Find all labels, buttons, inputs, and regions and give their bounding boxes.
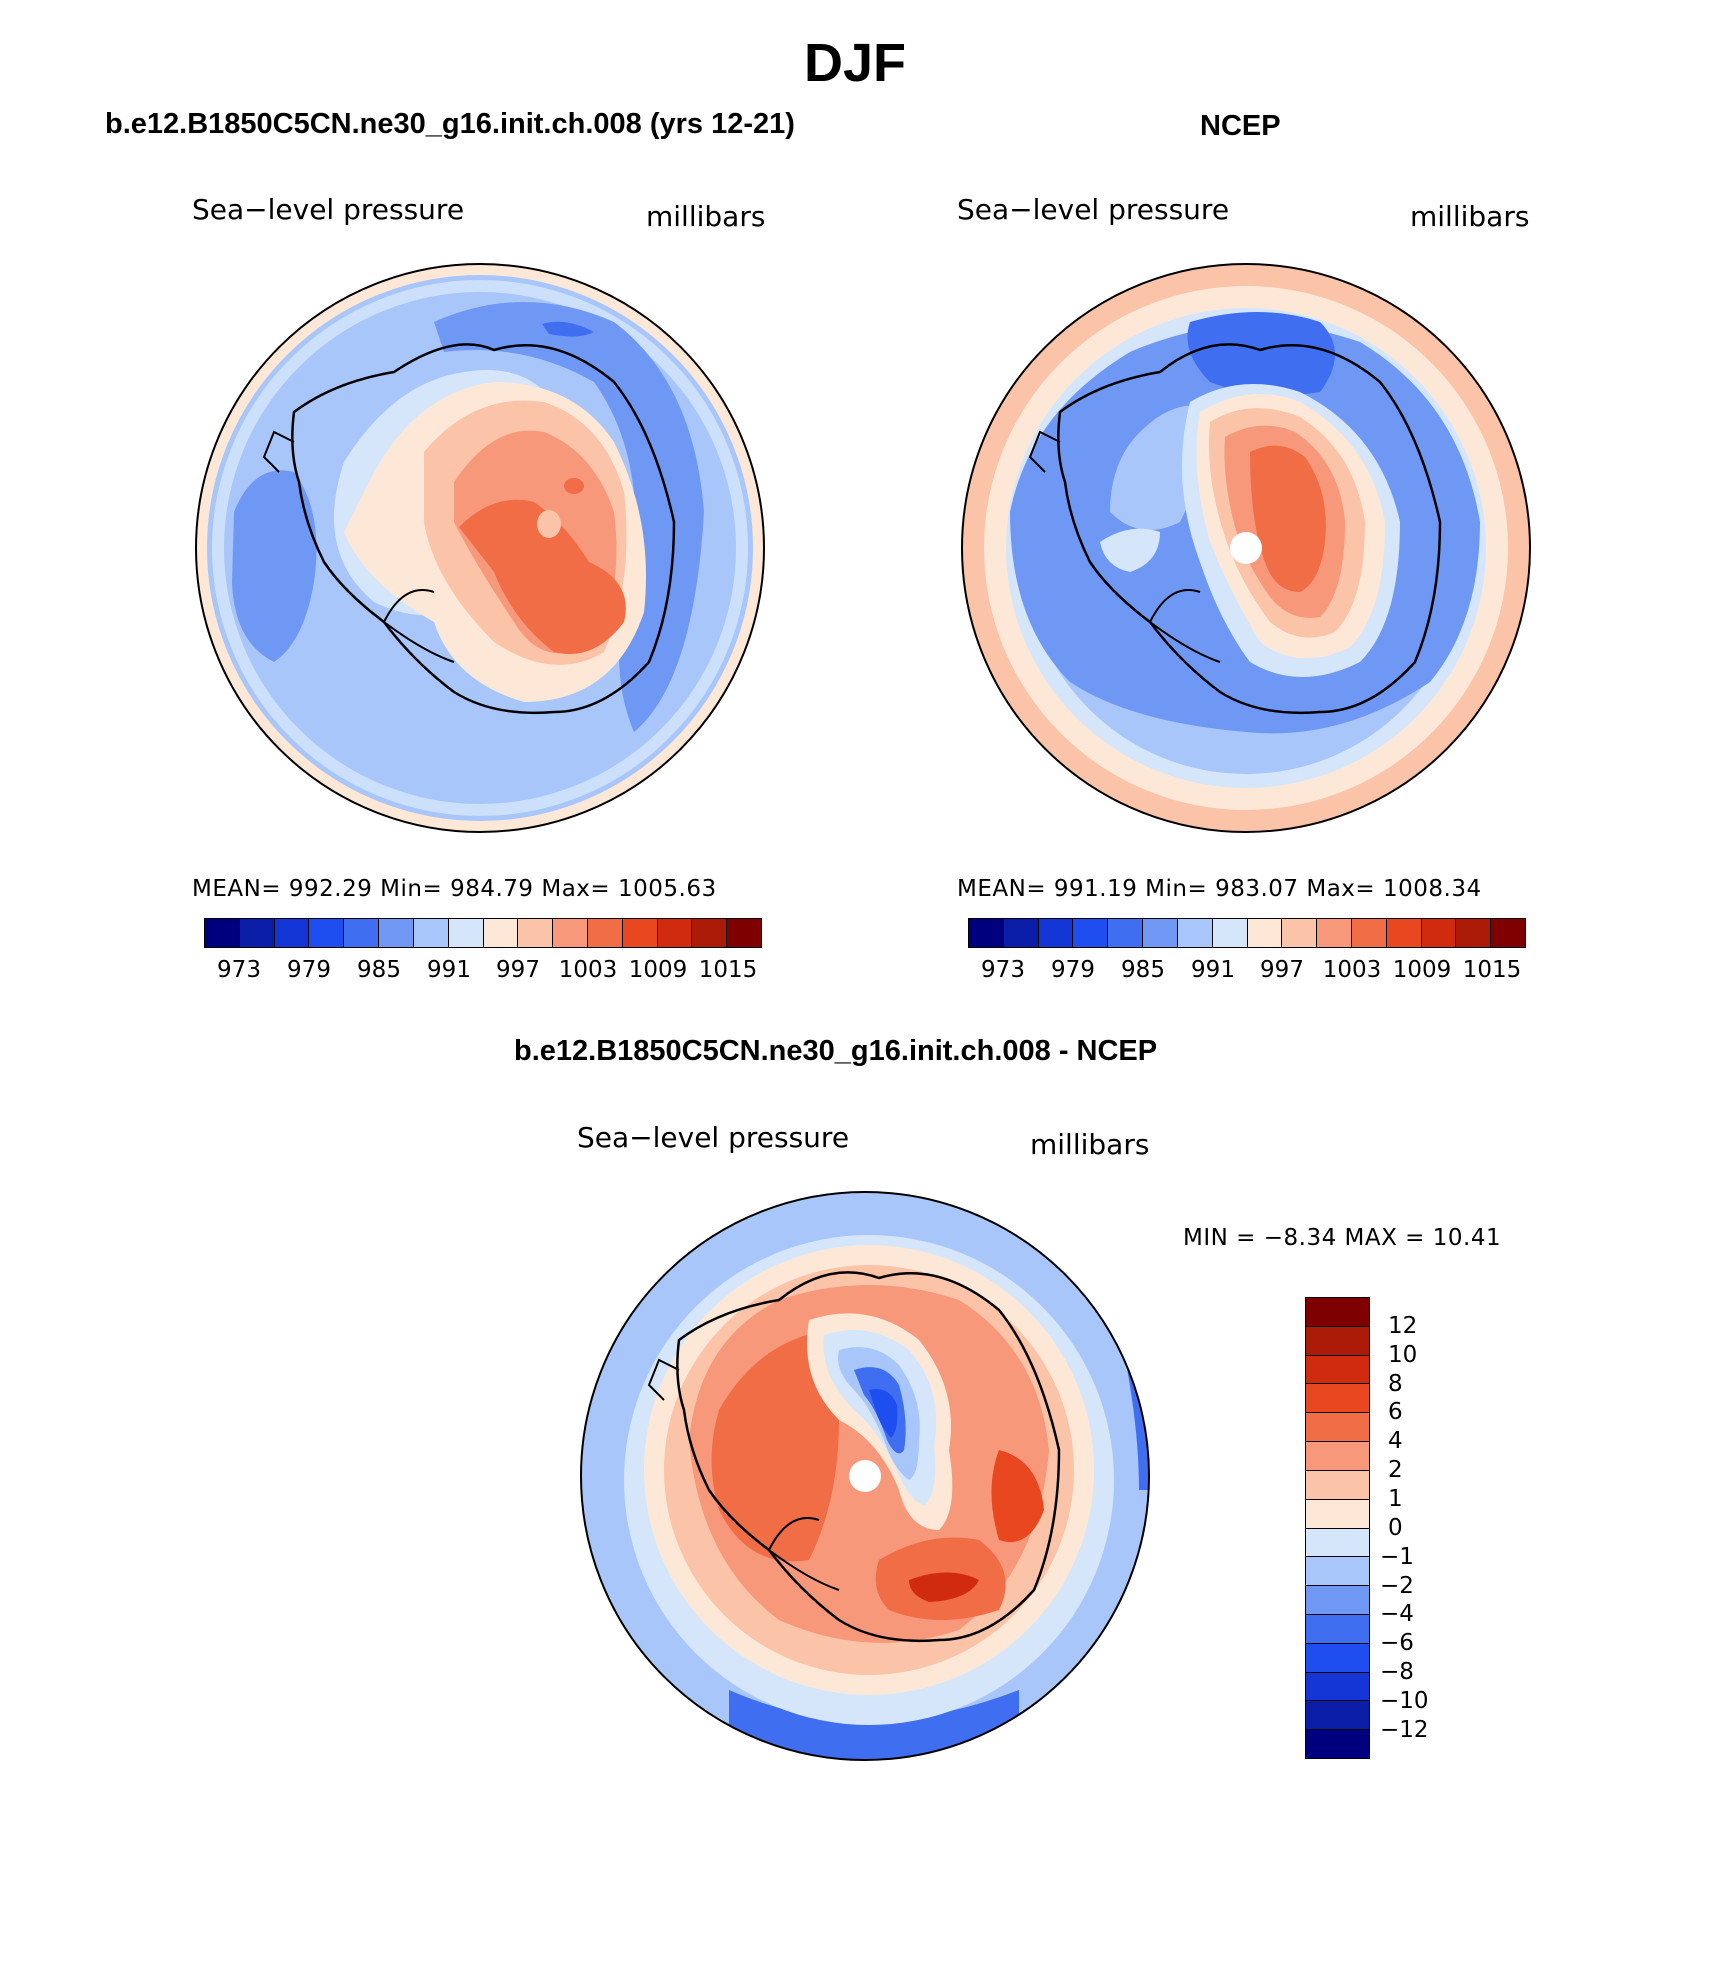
colorbar-swatch bbox=[1306, 1499, 1369, 1529]
colorbar-swatch bbox=[205, 919, 240, 947]
colorbar-swatch bbox=[727, 919, 761, 947]
colorbar-swatch bbox=[1306, 1643, 1369, 1673]
colorbar-swatch bbox=[1306, 1528, 1369, 1558]
colorbar-swatch bbox=[379, 919, 414, 947]
colorbar-swatch bbox=[483, 919, 519, 947]
panel-3-colorbar bbox=[1305, 1297, 1370, 1759]
colorbar-swatch bbox=[1306, 1586, 1369, 1615]
colorbar-tick: 2 bbox=[1388, 1457, 1403, 1483]
panel-1-variable: Sea−level pressure bbox=[192, 193, 465, 226]
colorbar-swatch bbox=[1306, 1672, 1369, 1702]
colorbar-tick: 991 bbox=[427, 957, 471, 983]
colorbar-swatch bbox=[1073, 919, 1109, 947]
panel-1-title: b.e12.B1850C5CN.ne30_g16.init.ch.008 (yr… bbox=[105, 108, 795, 140]
colorbar-swatch bbox=[1282, 919, 1318, 947]
colorbar-tick: 985 bbox=[357, 957, 401, 983]
colorbar-swatch bbox=[1306, 1413, 1369, 1443]
colorbar-tick: 979 bbox=[287, 957, 331, 983]
colorbar-swatch bbox=[1306, 1384, 1369, 1414]
colorbar-swatch bbox=[692, 919, 728, 947]
colorbar-tick: −2 bbox=[1380, 1573, 1414, 1599]
figure-title: DJF bbox=[803, 33, 906, 93]
panel-2-title: NCEP bbox=[1200, 110, 1281, 142]
colorbar-swatch bbox=[1306, 1730, 1369, 1758]
panel-3-units: millibars bbox=[1030, 1128, 1150, 1161]
colorbar-swatch bbox=[1306, 1355, 1369, 1385]
panel-2-stats: MEAN= 991.19 Min= 983.07 Max= 1008.34 bbox=[957, 876, 1482, 902]
colorbar-swatch bbox=[1143, 919, 1178, 947]
colorbar-tick: 1009 bbox=[628, 957, 688, 983]
colorbar-swatch bbox=[239, 919, 275, 947]
colorbar-swatch bbox=[1306, 1701, 1369, 1731]
colorbar-swatch bbox=[518, 919, 554, 947]
colorbar-swatch bbox=[1108, 919, 1144, 947]
panel-3-variable: Sea−level pressure bbox=[577, 1121, 850, 1154]
panel-3-stats: MIN = −8.34 MAX = 10.41 bbox=[1183, 1225, 1502, 1251]
colorbar-tick: 4 bbox=[1388, 1428, 1403, 1454]
colorbar-swatch bbox=[1306, 1442, 1369, 1471]
colorbar-swatch bbox=[622, 919, 658, 947]
colorbar-swatch bbox=[1317, 919, 1352, 947]
colorbar-swatch bbox=[1456, 919, 1492, 947]
panel-1-units: millibars bbox=[646, 200, 766, 233]
colorbar-swatch bbox=[1421, 919, 1457, 947]
colorbar-swatch bbox=[553, 919, 588, 947]
colorbar-tick: 1009 bbox=[1392, 957, 1452, 983]
colorbar-tick: 1 bbox=[1388, 1486, 1403, 1512]
colorbar-swatch bbox=[1386, 919, 1422, 947]
colorbar-tick: 1003 bbox=[558, 957, 618, 983]
colorbar-tick: −12 bbox=[1380, 1717, 1429, 1743]
panel-1-map bbox=[195, 263, 765, 833]
colorbar-swatch bbox=[1177, 919, 1213, 947]
panel-3-title: b.e12.B1850C5CN.ne30_g16.init.ch.008 - N… bbox=[514, 1035, 1158, 1067]
colorbar-tick: 8 bbox=[1388, 1371, 1403, 1397]
colorbar-swatch bbox=[587, 919, 623, 947]
colorbar-tick: 973 bbox=[217, 957, 261, 983]
colorbar-tick: 6 bbox=[1388, 1399, 1403, 1425]
colorbar-tick: 997 bbox=[1260, 957, 1304, 983]
panel-1-colorbar bbox=[204, 918, 762, 948]
colorbar-swatch bbox=[1038, 919, 1074, 947]
colorbar-swatch bbox=[413, 919, 449, 947]
panel-2-colorbar bbox=[968, 918, 1526, 948]
colorbar-tick: 1015 bbox=[1462, 957, 1522, 983]
colorbar-swatch bbox=[1306, 1470, 1369, 1500]
panel-2-units: millibars bbox=[1410, 200, 1530, 233]
colorbar-swatch bbox=[1306, 1326, 1369, 1356]
colorbar-tick: −6 bbox=[1380, 1630, 1414, 1656]
colorbar-swatch bbox=[1212, 919, 1248, 947]
colorbar-swatch bbox=[1003, 919, 1039, 947]
colorbar-tick: 973 bbox=[981, 957, 1025, 983]
panel-1-stats: MEAN= 992.29 Min= 984.79 Max= 1005.63 bbox=[192, 876, 717, 902]
colorbar-tick: 991 bbox=[1191, 957, 1235, 983]
colorbar-tick: −1 bbox=[1380, 1544, 1414, 1570]
colorbar-swatch bbox=[1491, 919, 1525, 947]
colorbar-tick: 12 bbox=[1388, 1313, 1418, 1339]
colorbar-tick: −8 bbox=[1380, 1659, 1414, 1685]
panel-2-variable: Sea−level pressure bbox=[957, 193, 1230, 226]
colorbar-swatch bbox=[1247, 919, 1283, 947]
colorbar-swatch bbox=[448, 919, 484, 947]
colorbar-swatch bbox=[1306, 1557, 1369, 1587]
colorbar-tick: −4 bbox=[1380, 1601, 1414, 1627]
colorbar-swatch bbox=[344, 919, 380, 947]
colorbar-tick: 997 bbox=[496, 957, 540, 983]
colorbar-swatch bbox=[274, 919, 310, 947]
colorbar-swatch bbox=[969, 919, 1004, 947]
colorbar-tick: 1003 bbox=[1322, 957, 1382, 983]
colorbar-tick: 985 bbox=[1121, 957, 1165, 983]
colorbar-swatch bbox=[1306, 1614, 1369, 1644]
colorbar-swatch bbox=[657, 919, 693, 947]
colorbar-tick: 1015 bbox=[698, 957, 758, 983]
panel-2-map bbox=[961, 263, 1531, 833]
colorbar-swatch bbox=[1351, 919, 1387, 947]
colorbar-tick: 979 bbox=[1051, 957, 1095, 983]
colorbar-tick: 0 bbox=[1388, 1515, 1403, 1541]
colorbar-tick: −10 bbox=[1380, 1688, 1429, 1714]
panel-3-map bbox=[580, 1191, 1150, 1761]
colorbar-swatch bbox=[1306, 1298, 1369, 1327]
colorbar-tick: 10 bbox=[1388, 1342, 1418, 1368]
colorbar-swatch bbox=[309, 919, 345, 947]
